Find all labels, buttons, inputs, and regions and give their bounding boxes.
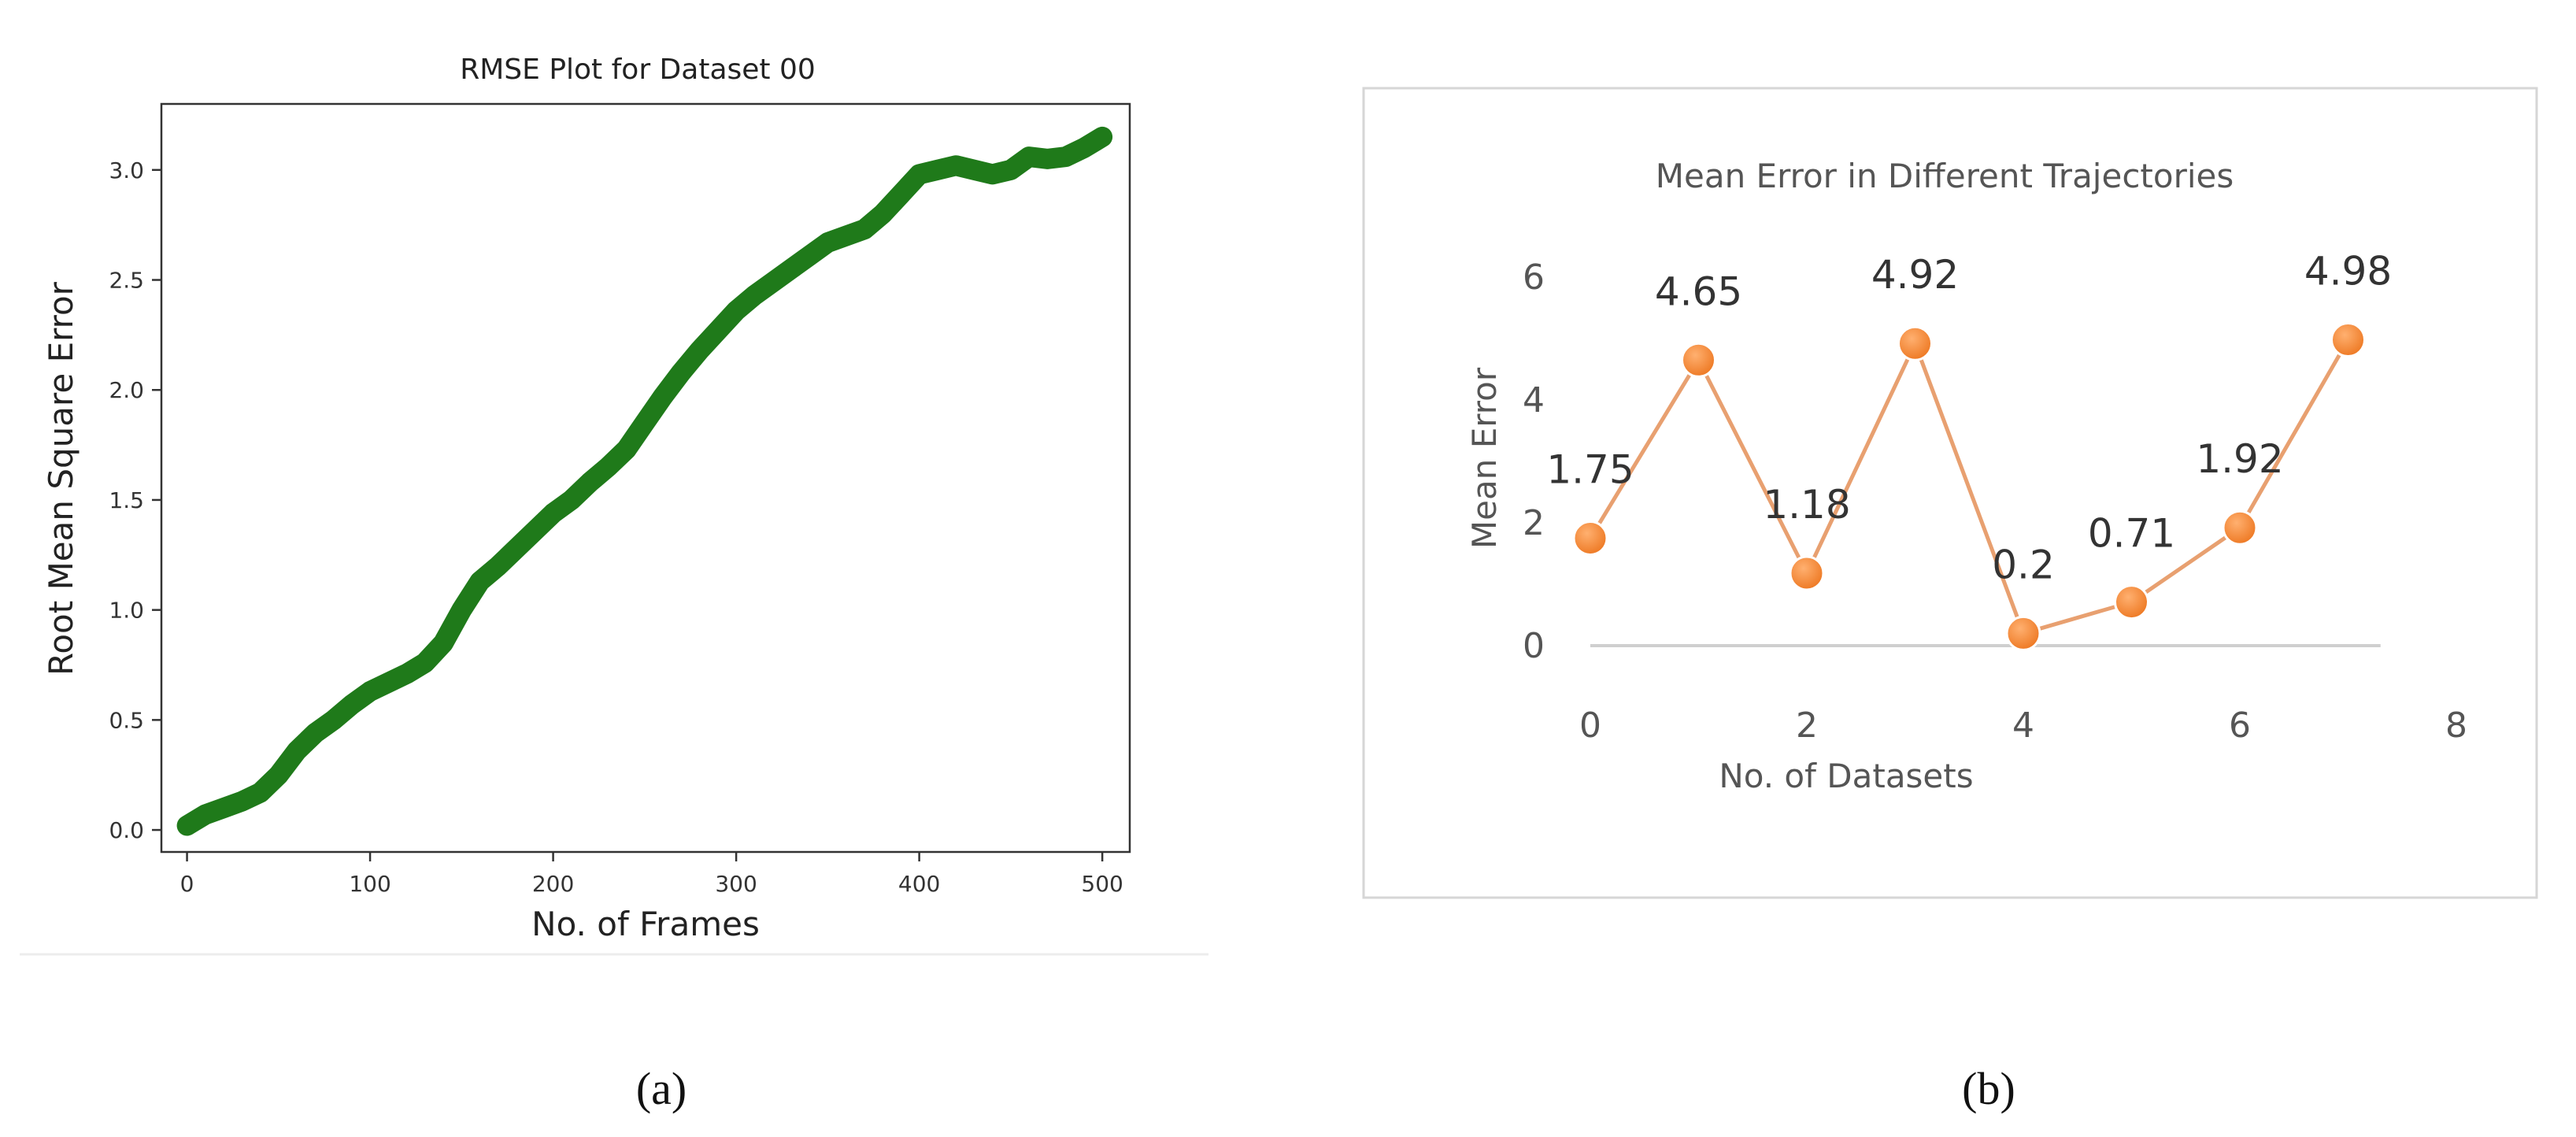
- chart-b-point-marker: [2330, 322, 2366, 358]
- chart-b-data-labels: 1.75 4.65 1.18 4.92 0.2 0.71 1.92 4.98: [1546, 249, 2392, 588]
- chart-b-data-label: 1.18: [1763, 482, 1850, 528]
- chart-a-x-tick-label: 100: [349, 871, 390, 897]
- chart-b-x-tick-label: 4: [2012, 706, 2034, 746]
- chart-a-y-tick-label: 3.0: [109, 157, 144, 183]
- chart-b-x-tick-label: 2: [1796, 706, 1818, 746]
- chart-b-x-tick-label: 8: [2445, 706, 2467, 746]
- chart-b-title: Mean Error in Different Trajectories: [1656, 157, 2234, 195]
- panel-b-caption: (b): [1962, 1063, 2015, 1114]
- chart-a-y-tick-label: 1.0: [109, 598, 144, 624]
- chart-a-x-tick-label: 500: [1081, 871, 1123, 897]
- chart-b-x-axis-label: No. of Datasets: [1719, 757, 1973, 795]
- chart-a-x-ticks: 0 100 200 300 400 500: [180, 852, 1123, 897]
- chart-a-x-axis-label: No. of Frames: [531, 905, 760, 943]
- chart-a-x-tick-label: 200: [532, 871, 574, 897]
- panel-a-background: [20, 28, 1208, 953]
- panel-a-rmse-chart: RMSE Plot for Dataset 00 0 100 200 300 400 50…: [20, 28, 1208, 956]
- chart-b-y-tick-label: 6: [1523, 257, 1545, 298]
- chart-a-x-tick-label: 0: [180, 871, 194, 897]
- panel-b-mean-error-chart: Mean Error in Different Trajectories 0 2 4…: [1362, 87, 2538, 899]
- chart-b-y-ticks: 0 2 4 6: [1523, 257, 1545, 666]
- chart-b-point-marker: [2005, 615, 2041, 651]
- chart-b-markers: [1572, 322, 2366, 651]
- chart-b-point-marker: [2222, 509, 2258, 546]
- chart-b-data-label: 4.65: [1655, 269, 1742, 314]
- chart-a-plot-frame: [160, 102, 1131, 854]
- chart-b-data-label: 4.98: [2304, 249, 2392, 294]
- panel-a-caption: (a): [636, 1063, 687, 1114]
- chart-a-y-tick-label: 2.0: [109, 377, 144, 403]
- chart-b-x-tick-label: 6: [2229, 706, 2251, 746]
- chart-a-y-tick-label: 0.0: [109, 817, 144, 843]
- chart-b-y-axis-label: Mean Error: [1465, 367, 1504, 549]
- chart-b-data-label: 1.92: [2196, 436, 2283, 482]
- chart-b-x-ticks: 0 2 4 6 8: [1579, 706, 2467, 746]
- chart-b-point-marker: [1572, 520, 1608, 556]
- chart-b-y-tick-label: 2: [1523, 503, 1545, 543]
- chart-b-point-marker: [1897, 325, 1933, 361]
- chart-b-series-line: [1588, 338, 2350, 636]
- chart-a-y-axis-label: Root Mean Square Error: [42, 281, 80, 676]
- panel-b-border: [1362, 87, 2538, 899]
- chart-a-title: RMSE Plot for Dataset 00: [460, 54, 816, 86]
- chart-b-data-label: 0.71: [2088, 511, 2175, 557]
- chart-b-x-tick-label: 0: [1579, 706, 1601, 746]
- chart-b-y-tick-label: 0: [1523, 626, 1545, 666]
- chart-a-y-tick-label: 2.5: [109, 268, 144, 294]
- chart-a-x-tick-label: 400: [898, 871, 940, 897]
- chart-b-point-marker: [1789, 555, 1825, 591]
- chart-b-data-label: 0.2: [1992, 542, 2055, 587]
- chart-b-point-marker: [1681, 342, 1716, 378]
- chart-b-data-label: 1.75: [1546, 447, 1634, 493]
- chart-a-x-tick-label: 300: [715, 871, 757, 897]
- chart-a-rmse-series-line: [176, 126, 1113, 836]
- chart-b-data-label: 4.92: [1871, 252, 1959, 298]
- chart-b-point-marker: [2114, 584, 2149, 620]
- chart-a-y-tick-label: 1.5: [109, 487, 144, 513]
- chart-a-y-tick-label: 0.5: [109, 707, 144, 733]
- chart-a-y-ticks: 0.0 0.5 1.0 1.5 2.0 2.5 3.0: [109, 157, 161, 843]
- chart-b-y-tick-label: 4: [1523, 380, 1545, 420]
